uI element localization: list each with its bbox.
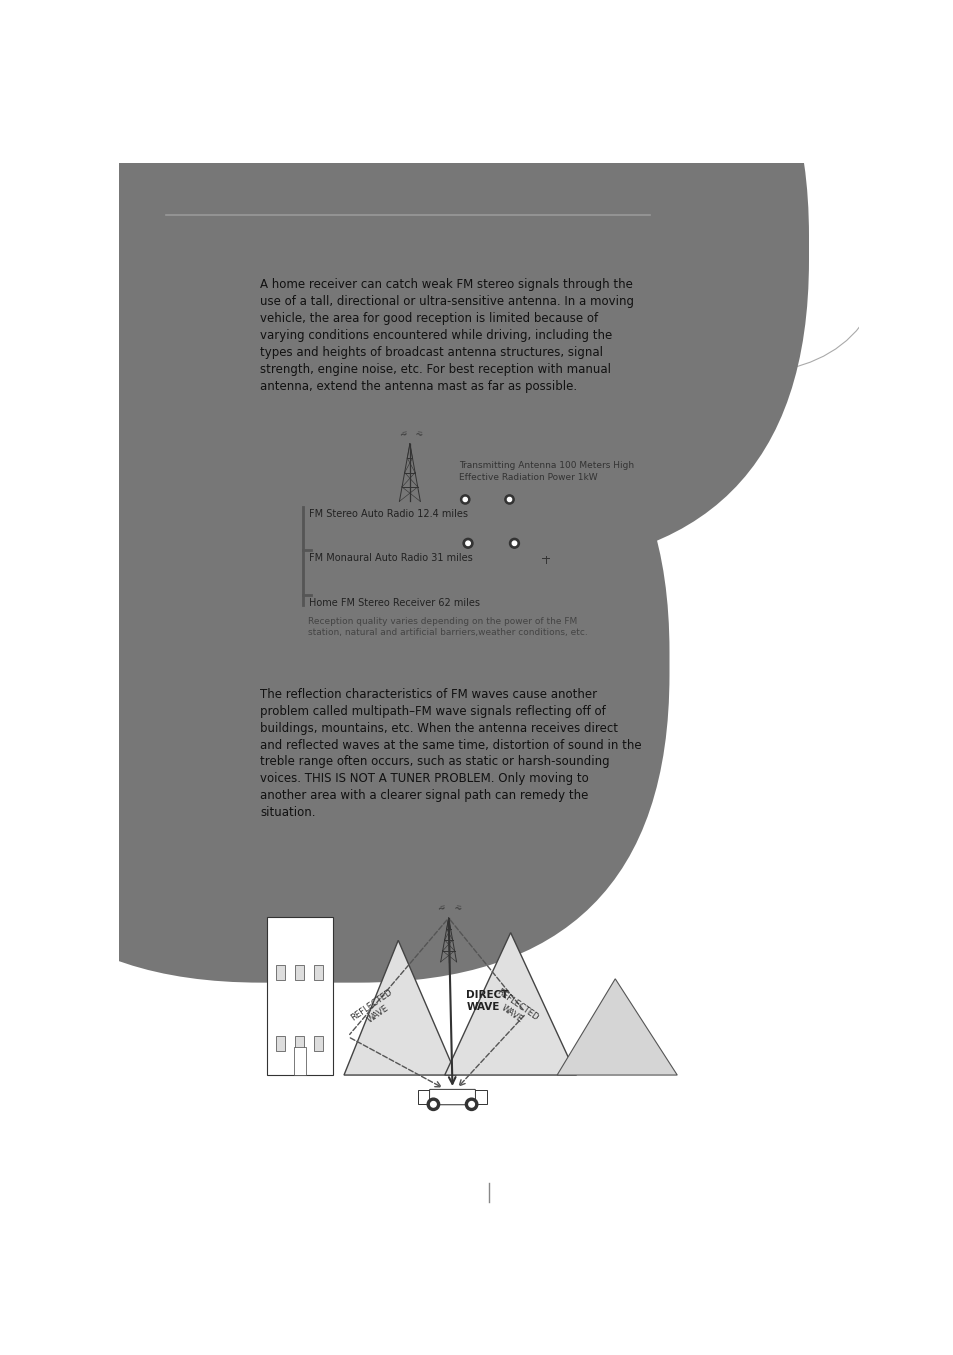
Bar bbox=[347, 478, 355, 482]
Bar bbox=[418, 1091, 486, 1104]
Text: varying conditions encountered while driving, including the: varying conditions encountered while dri… bbox=[260, 329, 612, 341]
Bar bbox=[449, 533, 532, 543]
Text: A home receiver can catch weak FM stereo signals through the: A home receiver can catch weak FM stereo… bbox=[260, 278, 633, 291]
Polygon shape bbox=[301, 595, 583, 603]
Text: DIRECT
WAVE: DIRECT WAVE bbox=[466, 991, 508, 1012]
Bar bbox=[314, 965, 323, 980]
Text: Home FM Stereo Receiver 62 miles: Home FM Stereo Receiver 62 miles bbox=[309, 598, 479, 607]
Bar bbox=[301, 507, 305, 617]
Text: Effective Radiation Power 1kW: Effective Radiation Power 1kW bbox=[458, 473, 597, 482]
Bar bbox=[523, 569, 557, 576]
Text: station, natural and artificial barriers,weather conditions, etc.: station, natural and artificial barriers… bbox=[308, 627, 587, 637]
Bar bbox=[294, 1046, 306, 1075]
Polygon shape bbox=[511, 562, 568, 576]
Text: and reflected waves at the same time, distortion of sound in the: and reflected waves at the same time, di… bbox=[260, 738, 641, 752]
Bar bbox=[544, 580, 559, 587]
Bar bbox=[512, 566, 567, 589]
Text: ~: ~ bbox=[398, 430, 408, 440]
Text: use of a tall, directional or ultra-sensitive antenna. In a moving: use of a tall, directional or ultra-sens… bbox=[260, 295, 634, 308]
Circle shape bbox=[430, 1102, 436, 1107]
Polygon shape bbox=[344, 940, 456, 1075]
Text: problem called multipath–FM wave signals reflecting off of: problem called multipath–FM wave signals… bbox=[260, 705, 605, 718]
Text: vehicle, the area for good reception is limited because of: vehicle, the area for good reception is … bbox=[260, 312, 598, 325]
Bar bbox=[328, 478, 336, 482]
Text: treble range often occurs, such as static or harsh-sounding: treble range often occurs, such as stati… bbox=[260, 756, 609, 768]
Bar bbox=[518, 580, 534, 587]
FancyBboxPatch shape bbox=[429, 1089, 475, 1104]
Text: situation.: situation. bbox=[260, 806, 315, 820]
Polygon shape bbox=[301, 550, 583, 560]
Circle shape bbox=[427, 1098, 439, 1111]
Text: types and heights of broadcast antenna structures, signal: types and heights of broadcast antenna s… bbox=[260, 346, 602, 359]
Text: another area with a clearer signal path can remedy the: another area with a clearer signal path … bbox=[260, 790, 588, 802]
FancyBboxPatch shape bbox=[0, 0, 808, 568]
Circle shape bbox=[468, 1102, 474, 1107]
Text: buildings, mountains, etc. When the antenna receives direct: buildings, mountains, etc. When the ante… bbox=[260, 722, 618, 734]
Circle shape bbox=[460, 495, 470, 504]
FancyBboxPatch shape bbox=[458, 39, 889, 374]
Text: ~: ~ bbox=[400, 430, 407, 436]
Polygon shape bbox=[444, 932, 576, 1075]
Text: voices. THIS IS NOT A TUNER PROBLEM. Only moving to: voices. THIS IS NOT A TUNER PROBLEM. Onl… bbox=[260, 772, 588, 786]
FancyBboxPatch shape bbox=[0, 344, 669, 982]
Text: ~: ~ bbox=[453, 904, 462, 915]
FancyBboxPatch shape bbox=[463, 531, 518, 543]
Text: Transmitting Antenna 100 Meters High: Transmitting Antenna 100 Meters High bbox=[458, 461, 633, 470]
Circle shape bbox=[462, 497, 467, 501]
Circle shape bbox=[465, 541, 470, 546]
Circle shape bbox=[507, 497, 511, 501]
Text: ~: ~ bbox=[414, 430, 423, 440]
Bar bbox=[276, 1035, 285, 1051]
Text: ~: ~ bbox=[437, 904, 447, 915]
Circle shape bbox=[509, 538, 518, 549]
Bar bbox=[317, 466, 385, 504]
FancyBboxPatch shape bbox=[460, 488, 514, 500]
Bar bbox=[345, 497, 357, 504]
Circle shape bbox=[465, 1098, 477, 1111]
Bar bbox=[295, 1035, 304, 1051]
Bar bbox=[533, 581, 546, 589]
Circle shape bbox=[512, 541, 517, 546]
Bar bbox=[266, 917, 333, 1075]
Text: antenna, extend the antenna mast as far as possible.: antenna, extend the antenna mast as far … bbox=[260, 379, 577, 393]
Text: ~: ~ bbox=[455, 904, 460, 911]
Bar bbox=[276, 965, 285, 980]
Text: REFLECTED
WAVE: REFLECTED WAVE bbox=[489, 988, 539, 1031]
Bar bbox=[366, 478, 375, 482]
Text: The reflection characteristics of FM waves cause another: The reflection characteristics of FM wav… bbox=[260, 688, 597, 701]
Circle shape bbox=[462, 538, 473, 549]
Text: Reception quality varies depending on the power of the FM: Reception quality varies depending on th… bbox=[308, 617, 577, 626]
Bar bbox=[447, 489, 526, 500]
Bar bbox=[295, 965, 304, 980]
Text: FM Monaural Auto Radio 31 miles: FM Monaural Auto Radio 31 miles bbox=[309, 553, 473, 562]
Text: REFLECTED
WAVE: REFLECTED WAVE bbox=[349, 988, 400, 1031]
Text: ~: ~ bbox=[416, 430, 422, 436]
Polygon shape bbox=[301, 507, 583, 516]
Polygon shape bbox=[557, 978, 677, 1075]
Circle shape bbox=[504, 495, 514, 504]
Text: ~: ~ bbox=[438, 904, 445, 911]
Bar bbox=[347, 495, 355, 499]
Text: strength, engine noise, etc. For best reception with manual: strength, engine noise, etc. For best re… bbox=[260, 363, 611, 375]
Text: FM Stereo Auto Radio 12.4 miles: FM Stereo Auto Radio 12.4 miles bbox=[309, 509, 468, 519]
Bar bbox=[366, 495, 375, 499]
Bar bbox=[314, 1035, 323, 1051]
Bar bbox=[328, 495, 336, 499]
